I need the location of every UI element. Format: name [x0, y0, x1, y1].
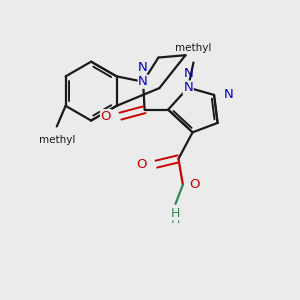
Text: methyl: methyl — [39, 135, 75, 145]
Text: N: N — [183, 67, 193, 80]
Text: N: N — [224, 88, 233, 101]
Text: O: O — [136, 158, 147, 171]
Text: N: N — [183, 81, 193, 94]
Text: O: O — [100, 110, 111, 123]
Text: H: H — [171, 213, 180, 226]
Text: N: N — [224, 88, 233, 101]
Text: O: O — [189, 178, 200, 191]
Text: methyl: methyl — [175, 43, 212, 53]
Text: O: O — [189, 178, 200, 191]
Text: N: N — [138, 75, 148, 88]
Text: O: O — [100, 110, 111, 123]
Text: H: H — [171, 207, 180, 220]
Text: O: O — [136, 158, 147, 171]
Text: N: N — [138, 61, 148, 74]
